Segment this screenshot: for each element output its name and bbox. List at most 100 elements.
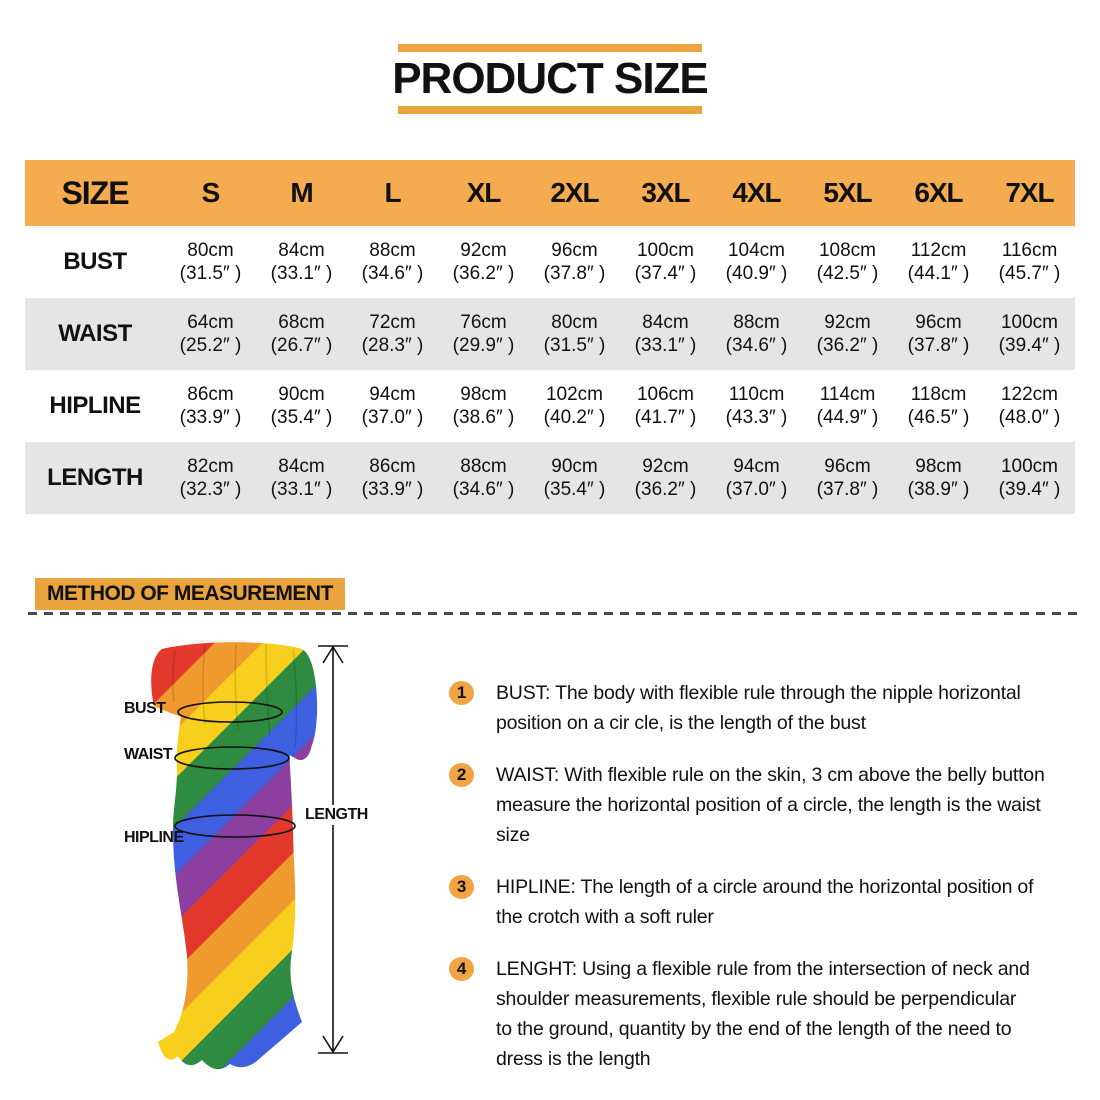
step-number-badge: 2 (449, 763, 474, 787)
inch-value: (26.7″ ) (270, 335, 333, 356)
step-number-badge: 1 (449, 681, 474, 705)
hipline-ellipse (174, 814, 296, 838)
cm-value: 100cm (636, 240, 695, 261)
inch-value: (37.0″ ) (725, 479, 788, 500)
inch-value: (36.2″ ) (452, 263, 515, 284)
page-title: PRODUCT SIZE (392, 54, 709, 103)
measurement-cell: 90cm (35.4″ ) (529, 455, 620, 501)
inch-value: (39.4″ ) (998, 335, 1061, 356)
row-label: WAIST (58, 320, 132, 347)
inch-value: (37.8″ ) (543, 263, 606, 284)
inch-value: (34.6″ ) (725, 335, 788, 356)
measurement-cell: 82cm (32.3″ ) (165, 455, 256, 501)
measurement-cell: 96cm (37.8″ ) (802, 455, 893, 501)
row-label: LENGTH (47, 464, 143, 491)
inch-value: (31.5″ ) (179, 263, 242, 284)
cm-value: 100cm (1000, 312, 1059, 333)
inch-value: (35.4″ ) (543, 479, 606, 500)
inch-value: (38.9″ ) (907, 479, 970, 500)
cm-value: 110cm (728, 384, 785, 405)
instruction-line: WAIST: With flexible rule on the skin, 3… (496, 764, 1045, 786)
instruction-item: 3 HIPLINE: The length of a circle around … (440, 872, 1088, 932)
inch-value: (41.7″ ) (634, 407, 697, 428)
inch-value: (37.8″ ) (907, 335, 970, 356)
cm-value: 88cm (460, 456, 507, 477)
instruction-line: the crotch with a soft ruler (496, 906, 714, 928)
measurement-cell: 92cm (36.2″ ) (620, 455, 711, 501)
cm-value: 106cm (636, 384, 695, 405)
cm-value: 88cm (733, 312, 780, 333)
measurement-instructions: 1 BUST: The body with flexible rule throu… (440, 678, 1088, 1096)
dashed-divider (28, 612, 1080, 615)
cm-value: 96cm (551, 240, 598, 261)
inch-value: (36.2″ ) (816, 335, 879, 356)
step-number-badge: 3 (449, 875, 474, 899)
inch-value: (36.2″ ) (634, 479, 697, 500)
size-header-cell: 5XL (823, 177, 872, 208)
measurement-cell: 94cm (37.0″ ) (711, 455, 802, 501)
measurement-cell: 96cm (37.8″ ) (893, 311, 984, 357)
cm-value: 88cm (369, 240, 416, 261)
cm-value: 68cm (278, 312, 325, 333)
measurement-cell: 88cm (34.6″ ) (711, 311, 802, 357)
size-header-cell: M (290, 177, 313, 208)
cm-value: 94cm (369, 384, 416, 405)
cm-value: 92cm (642, 456, 689, 477)
inch-value: (32.3″ ) (179, 479, 242, 500)
instruction-item: 4 LENGHT: Using a flexible rule from the … (440, 954, 1088, 1074)
measurement-cell: 98cm (38.6″ ) (438, 383, 529, 429)
measurement-cell: 86cm (33.9″ ) (165, 383, 256, 429)
dress-ruffle (151, 642, 318, 759)
title-block: PRODUCT SIZE (0, 44, 1100, 114)
measurement-cell: 90cm (35.4″ ) (256, 383, 347, 429)
cm-value: 84cm (278, 240, 325, 261)
measurement-cell: 108cm (42.5″ ) (802, 239, 893, 285)
table-row: BUST 80cm (31.5″ ) 84cm (33.1″ ) 88cm (34.6″ )… (25, 226, 1075, 298)
down-arrowhead-icon (322, 1035, 344, 1054)
diagram-label-bust: BUST (124, 700, 166, 717)
inch-value: (34.6″ ) (452, 479, 515, 500)
size-header-cell: 4XL (732, 177, 781, 208)
inch-value: (25.2″ ) (179, 335, 242, 356)
step-number-badge: 4 (449, 957, 474, 981)
measurement-cell: 76cm (29.9″ ) (438, 311, 529, 357)
cm-value: 80cm (187, 240, 234, 261)
inch-value: (48.0″ ) (998, 407, 1061, 428)
row-label: HIPLINE (49, 392, 141, 419)
cm-value: 84cm (278, 456, 325, 477)
measurement-cell: 102cm (40.2″ ) (529, 383, 620, 429)
title-top-bar (398, 44, 702, 52)
inch-value: (39.4″ ) (998, 479, 1061, 500)
inch-value: (33.1″ ) (270, 263, 333, 284)
measurement-cell: 88cm (34.6″ ) (438, 455, 529, 501)
measurement-cell: 106cm (41.7″ ) (620, 383, 711, 429)
length-dimension-line (318, 645, 348, 1054)
instruction-line: LENGHT: Using a flexible rule from the i… (496, 958, 1030, 980)
cm-value: 122cm (1000, 384, 1059, 405)
measurement-cell: 84cm (33.1″ ) (620, 311, 711, 357)
table-row: LENGTH 82cm (32.3″ ) 84cm (33.1″ ) 86cm (33.9″… (25, 442, 1075, 514)
inch-value: (37.4″ ) (634, 263, 697, 284)
dress-body (158, 702, 302, 1070)
inch-value: (37.8″ ) (816, 479, 879, 500)
inch-value: (31.5″ ) (543, 335, 606, 356)
instruction-item: 1 BUST: The body with flexible rule throu… (440, 678, 1088, 738)
instruction-item: 2 WAIST: With flexible rule on the skin, … (440, 760, 1088, 850)
measurement-cell: 110cm (43.3″ ) (711, 383, 802, 429)
cm-value: 104cm (727, 240, 786, 261)
size-header-cell: 6XL (914, 177, 963, 208)
instruction-line: size (496, 824, 530, 846)
cm-value: 90cm (551, 456, 598, 477)
cm-value: 90cm (278, 384, 325, 405)
inch-value: (45.7″ ) (998, 263, 1061, 284)
size-header-cell: L (384, 177, 401, 208)
instruction-line: to the ground, quantity by the end of th… (496, 1018, 1012, 1040)
table-row: WAIST 64cm (25.2″ ) 68cm (26.7″ ) 72cm (28.3″ … (25, 298, 1075, 370)
table-row: HIPLINE 86cm (33.9″ ) 90cm (35.4″ ) 94cm (37.0… (25, 370, 1075, 442)
cm-value: 108cm (818, 240, 877, 261)
method-heading: METHOD OF MEASUREMENT (35, 578, 345, 610)
inch-value: (33.1″ ) (270, 479, 333, 500)
cm-value: 102cm (545, 384, 604, 405)
measurement-cell: 92cm (36.2″ ) (802, 311, 893, 357)
measurement-cell: 64cm (25.2″ ) (165, 311, 256, 357)
